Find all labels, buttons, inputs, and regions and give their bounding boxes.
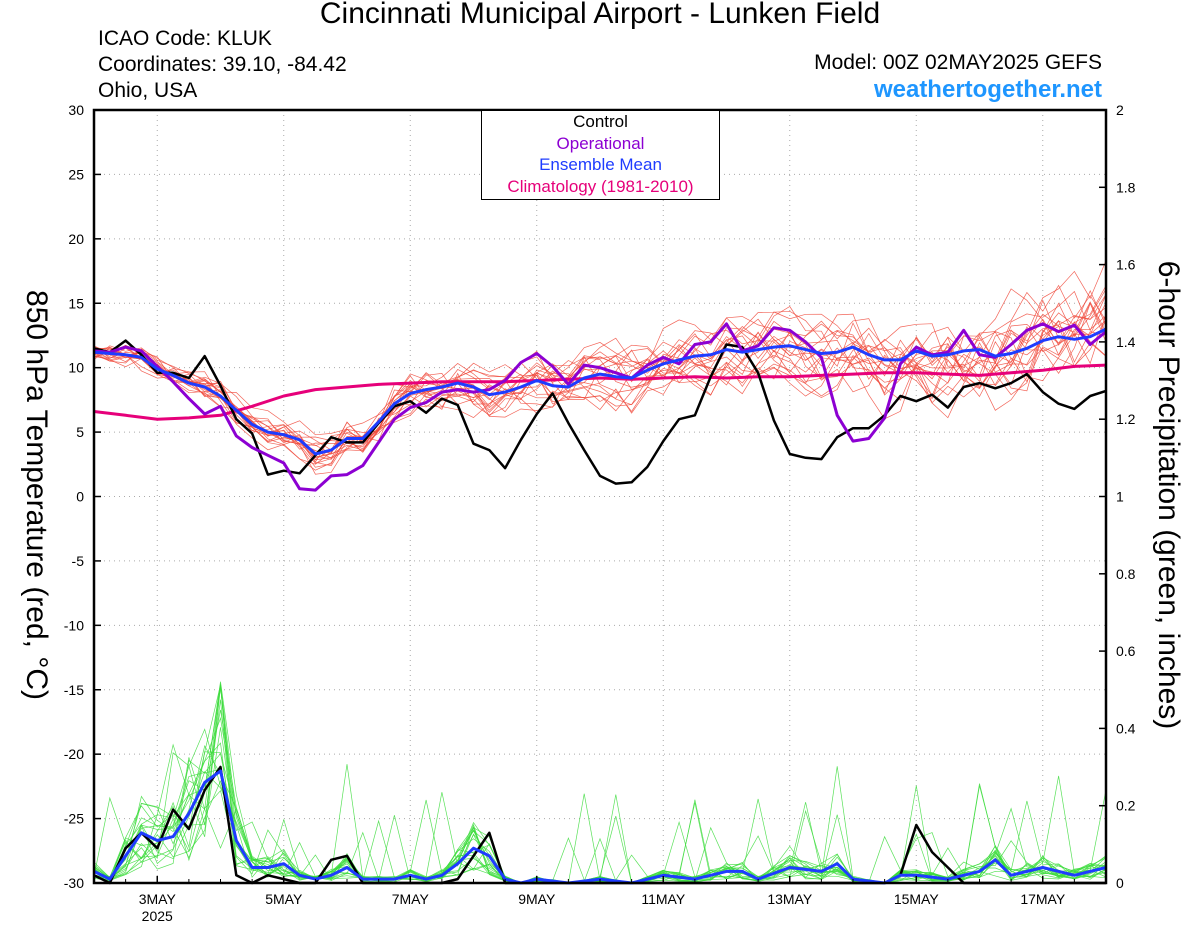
operational-temp-line [93, 322, 1107, 492]
tick-label-right: 0.4 [1116, 720, 1136, 736]
chart-legend: Control Operational Ensemble Mean Climat… [481, 110, 720, 200]
tick-label-x: 9MAY [518, 891, 556, 907]
coordinates: Coordinates: 39.10, -84.42 [98, 53, 347, 76]
tick-label-x: 5MAY [265, 891, 303, 907]
chart-title: Cincinnati Municipal Airport - Lunken Fi… [319, 0, 881, 30]
tick-label-x: 3MAY [139, 891, 177, 907]
tick-label-left: -25 [64, 811, 84, 827]
model-run: Model: 00Z 02MAY2025 GEFS [814, 51, 1102, 74]
temperature-member-line [93, 319, 1107, 455]
y-axis-label-left: 850 hPa Temperature (red, °C) [20, 290, 53, 700]
tick-label-left: 10 [68, 360, 84, 376]
temperature-member-line [93, 288, 1107, 458]
tick-label-right: 1.8 [1116, 179, 1136, 195]
legend-operational: Operational [556, 133, 645, 153]
tick-label-x: 13MAY [767, 891, 813, 907]
tick-label-left: 5 [76, 424, 84, 440]
temperature-member-line [93, 302, 1107, 465]
tick-label-left: -5 [72, 553, 85, 569]
tick-label-right: 1.2 [1116, 411, 1136, 427]
legend-control: Control [573, 112, 628, 131]
tick-label-left: 25 [68, 166, 84, 182]
tick-label-left: -10 [64, 617, 84, 633]
tick-label-right: 2 [1116, 102, 1124, 118]
temperature-member-line [93, 318, 1107, 471]
tick-label-left: 0 [76, 489, 84, 505]
climatology-line [93, 363, 1107, 421]
control-temp-line [93, 339, 1107, 485]
temperature-member-line [93, 307, 1107, 459]
tick-label-x: 11MAY [641, 891, 685, 907]
website-link[interactable]: weathertogether.net [873, 76, 1102, 103]
tick-label-right: 0 [1116, 875, 1124, 891]
y-axis-label-right: 6-hour Precipitation (green, inches) [1152, 260, 1185, 730]
temperature-member-line [93, 285, 1107, 447]
legend-climatology: Climatology (1981-2010) [507, 176, 694, 196]
tick-label-left: 30 [68, 102, 84, 118]
chart-series [93, 322, 1107, 885]
tick-label-right: 0.2 [1116, 798, 1136, 814]
axis-ticks: 302520151050-5-10-15-20-25-3021.81.61.41… [64, 102, 1136, 924]
temperature-member-line [93, 284, 1107, 460]
mean-precip-line [93, 769, 1107, 885]
tick-label-left: 20 [68, 231, 84, 247]
tick-label-right: 0.8 [1116, 566, 1136, 582]
icao-code: ICAO Code: KLUK [98, 27, 272, 50]
tick-label-right: 1 [1116, 489, 1124, 505]
tick-label-left: -20 [64, 746, 84, 762]
tick-label-right: 1.6 [1116, 257, 1136, 273]
tick-label-left: -15 [64, 682, 84, 698]
tick-label-x: 15MAY [894, 891, 940, 907]
temperature-member-line [93, 289, 1107, 467]
tick-label-left: -30 [64, 875, 84, 891]
tick-label-x-year: 2025 [142, 908, 173, 924]
legend-ensemble-mean: Ensemble Mean [539, 155, 662, 174]
temperature-member-line [93, 320, 1107, 461]
tick-label-right: 0.6 [1116, 643, 1136, 659]
tick-label-x: 17MAY [1020, 891, 1066, 907]
tick-label-left: 15 [68, 295, 84, 311]
tick-label-x: 7MAY [392, 891, 430, 907]
tick-label-right: 1.4 [1116, 334, 1136, 350]
mean-temp-line [93, 327, 1107, 456]
region: Ohio, USA [98, 79, 198, 102]
